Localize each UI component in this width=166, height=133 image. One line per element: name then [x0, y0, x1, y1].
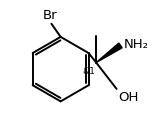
- Text: OH: OH: [118, 91, 138, 104]
- Text: NH₂: NH₂: [123, 38, 148, 51]
- Text: Br: Br: [43, 9, 57, 22]
- Text: &1: &1: [83, 67, 95, 76]
- Polygon shape: [96, 43, 122, 63]
